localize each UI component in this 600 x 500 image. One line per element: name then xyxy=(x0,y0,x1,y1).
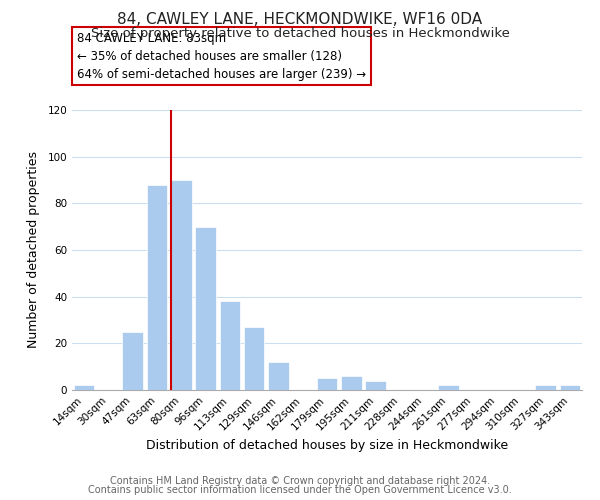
Bar xyxy=(195,226,216,390)
Bar xyxy=(244,327,265,390)
Text: 84, CAWLEY LANE, HECKMONDWIKE, WF16 0DA: 84, CAWLEY LANE, HECKMONDWIKE, WF16 0DA xyxy=(118,12,482,28)
Bar xyxy=(171,180,191,390)
Bar xyxy=(317,378,337,390)
Text: 84 CAWLEY LANE: 83sqm
← 35% of detached houses are smaller (128)
64% of semi-det: 84 CAWLEY LANE: 83sqm ← 35% of detached … xyxy=(77,32,366,80)
Bar xyxy=(268,362,289,390)
Bar xyxy=(341,376,362,390)
Text: Contains public sector information licensed under the Open Government Licence v3: Contains public sector information licen… xyxy=(88,485,512,495)
Bar xyxy=(74,386,94,390)
Y-axis label: Number of detached properties: Number of detached properties xyxy=(28,152,40,348)
Text: Size of property relative to detached houses in Heckmondwike: Size of property relative to detached ho… xyxy=(91,28,509,40)
Bar xyxy=(535,386,556,390)
Bar xyxy=(560,386,580,390)
Text: Contains HM Land Registry data © Crown copyright and database right 2024.: Contains HM Land Registry data © Crown c… xyxy=(110,476,490,486)
Bar xyxy=(146,184,167,390)
Bar xyxy=(220,302,240,390)
Bar xyxy=(438,386,459,390)
Bar xyxy=(365,380,386,390)
Bar xyxy=(122,332,143,390)
X-axis label: Distribution of detached houses by size in Heckmondwike: Distribution of detached houses by size … xyxy=(146,438,508,452)
